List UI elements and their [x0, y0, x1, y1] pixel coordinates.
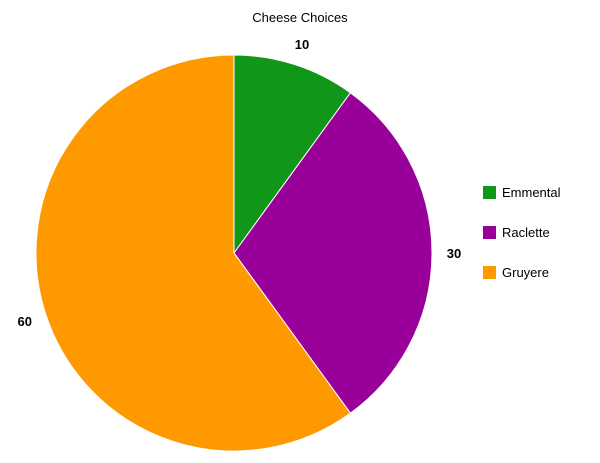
slice-labels-group: 10 30 60 — [18, 37, 462, 329]
legend-label-raclette: Raclette — [502, 225, 550, 240]
legend-label-gruyere: Gruyere — [502, 265, 549, 280]
chart-title: Cheese Choices — [252, 10, 348, 25]
legend-item-raclette: Raclette — [483, 225, 550, 240]
slice-label-emmental: 10 — [295, 37, 309, 52]
slices-group — [35, 54, 433, 452]
legend-label-emmental: Emmental — [502, 185, 561, 200]
legend-item-emmental: Emmental — [483, 185, 561, 200]
pie-slice-raclette — [233, 92, 433, 414]
slice-label-raclette: 30 — [447, 246, 461, 261]
legend-swatch-gruyere — [483, 266, 496, 279]
pie-slice-gruyere — [35, 54, 352, 452]
legend: Emmental Raclette Gruyere — [483, 185, 561, 280]
legend-swatch-emmental — [483, 186, 496, 199]
pie-slice-emmental — [233, 54, 352, 255]
legend-item-gruyere: Gruyere — [483, 265, 549, 280]
slice-label-gruyere: 60 — [18, 314, 32, 329]
legend-swatch-raclette — [483, 226, 496, 239]
